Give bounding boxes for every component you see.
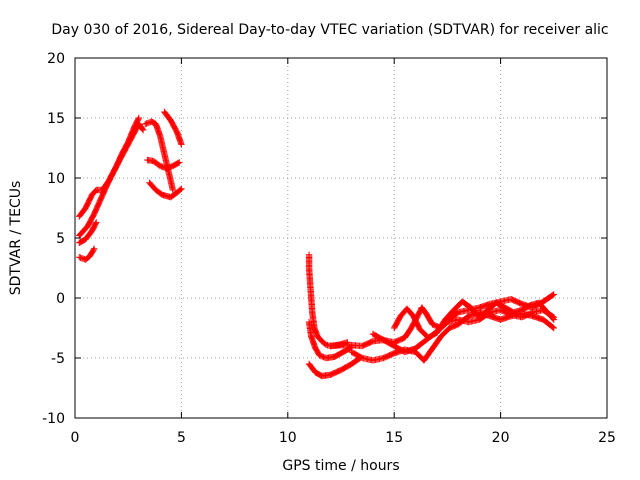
series-1-markers <box>76 120 147 239</box>
series-7 <box>161 108 185 148</box>
series-4 <box>142 118 177 194</box>
series-14 <box>391 298 557 341</box>
y-tick-label: 5 <box>56 231 65 247</box>
series-5-markers <box>144 156 183 172</box>
series-6 <box>146 179 185 201</box>
y-axis-label: SDTVAR / TECUs <box>8 181 24 296</box>
x-tick-label: 20 <box>492 430 510 446</box>
series-8-markers <box>305 251 351 350</box>
series-2-markers <box>76 219 100 246</box>
x-tick-label: 5 <box>177 430 186 446</box>
series-6-markers <box>146 179 185 201</box>
y-tick-label: 0 <box>56 291 65 307</box>
series-10 <box>305 354 364 380</box>
series-4-markers <box>142 118 177 194</box>
series-7-markers <box>161 108 185 148</box>
x-tick-label: 15 <box>385 430 403 446</box>
series-0 <box>76 114 143 220</box>
x-tick-label: 25 <box>598 430 616 446</box>
x-axis-label: GPS time / hours <box>282 458 399 474</box>
axis-ticks: 0 5 10 15 20 25 -10 -5 0 5 10 15 20 <box>42 51 616 446</box>
series-3-markers <box>76 245 98 263</box>
y-tick-label: 15 <box>47 111 65 127</box>
series-5 <box>144 156 183 172</box>
y-tick-label: -5 <box>51 351 65 367</box>
series-1 <box>76 120 147 239</box>
series-9 <box>305 318 355 362</box>
chart-title: Day 030 of 2016, Sidereal Day-to-day VTE… <box>51 22 608 38</box>
series-3 <box>76 245 98 263</box>
series-8 <box>305 251 351 350</box>
series-10-markers <box>305 354 364 380</box>
grid <box>75 58 607 418</box>
y-tick-label: 10 <box>47 171 65 187</box>
data-points <box>76 108 557 380</box>
series-0-markers <box>76 114 143 220</box>
x-tick-label: 10 <box>279 430 297 446</box>
series-9-markers <box>305 318 355 362</box>
y-tick-label: 20 <box>47 51 65 67</box>
series-14-markers <box>391 298 557 341</box>
series-2 <box>76 219 100 246</box>
x-tick-label: 0 <box>71 430 80 446</box>
y-tick-label: -10 <box>42 411 65 427</box>
